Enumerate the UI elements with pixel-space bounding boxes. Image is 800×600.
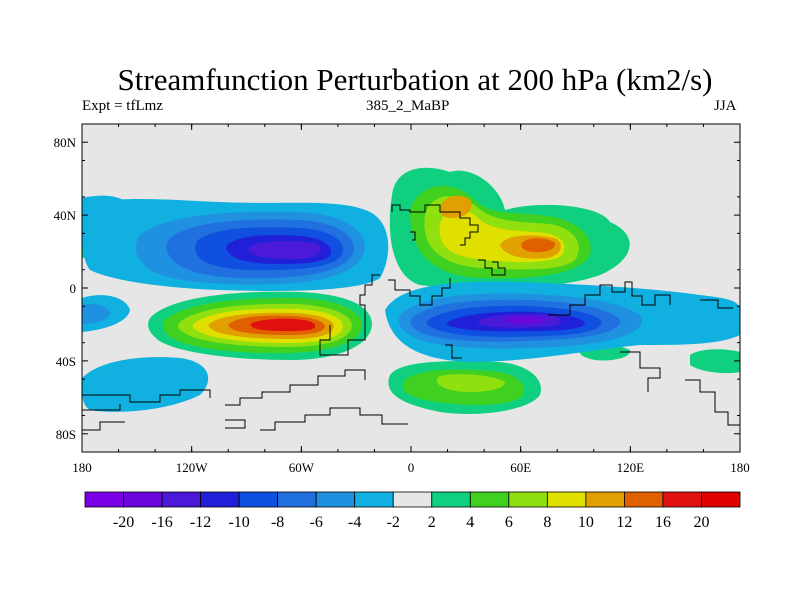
colorbar-label: -20 xyxy=(113,514,134,531)
colorbar-swatch xyxy=(546,491,587,508)
colorbar-swatch xyxy=(277,491,317,508)
x-tick-label: 0 xyxy=(408,460,415,475)
colorbar-label: -6 xyxy=(310,514,323,531)
colorbar-swatch xyxy=(84,491,124,508)
coastlines xyxy=(82,204,740,431)
colorbar-swatch xyxy=(315,491,356,508)
y-axis: 80N 40N 0 40S 80S xyxy=(54,123,740,453)
run-label: 385_2_MaBP xyxy=(366,98,450,114)
colorbar-swatch xyxy=(662,491,702,508)
colorbar-label: 4 xyxy=(466,514,474,531)
colorbar-swatch xyxy=(123,491,163,508)
colorbar-label: 6 xyxy=(505,514,513,531)
x-tick-label: 120E xyxy=(617,460,645,475)
colorbar: -20 -16 -12 -10 -8 -6 -4 -2 2 4 6 8 10 12 16 20 xyxy=(84,491,741,531)
colorbar-label: -12 xyxy=(190,514,211,531)
colorbar-label: 20 xyxy=(693,514,709,531)
colorbar-swatch xyxy=(431,491,471,508)
season-label: JJA xyxy=(714,98,737,114)
colorbar-label: -10 xyxy=(228,514,249,531)
colorbar-label: 2 xyxy=(428,514,436,531)
y-tick-label: 80N xyxy=(54,135,77,150)
colorbar-label: -2 xyxy=(387,514,400,531)
colorbar-label: 8 xyxy=(543,514,551,531)
x-tick-label: 60E xyxy=(510,460,531,475)
y-tick-label: 40N xyxy=(54,208,77,223)
colorbar-label: -16 xyxy=(151,514,172,531)
y-tick-label: 40S xyxy=(56,354,76,369)
colorbar-swatch xyxy=(354,491,394,508)
chart-title: Streamfunction Perturbation at 200 hPa (… xyxy=(117,62,713,97)
x-tick-label: 120W xyxy=(176,460,209,475)
colorbar-swatch xyxy=(624,491,664,508)
colorbar-swatch xyxy=(508,491,548,508)
colorbar-swatch xyxy=(161,491,201,508)
colorbar-label: -8 xyxy=(271,514,284,531)
colorbar-label: -4 xyxy=(348,514,361,531)
y-tick-label: 0 xyxy=(70,281,77,296)
experiment-label: Expt = tfLmz xyxy=(82,98,163,114)
colorbar-swatch xyxy=(238,491,279,508)
x-tick-label: 180 xyxy=(72,460,92,475)
x-axis: 180 120W 60W 0 60E 120E 180 xyxy=(72,124,750,475)
x-tick-label: 60W xyxy=(289,460,315,475)
colorbar-swatch xyxy=(585,491,625,508)
colorbar-label: 12 xyxy=(616,514,632,531)
colorbar-label: 10 xyxy=(578,514,594,531)
colorbar-label: 16 xyxy=(655,514,671,531)
colorbar-swatch xyxy=(469,491,510,508)
y-tick-label: 80S xyxy=(56,427,76,442)
colorbar-swatch xyxy=(701,491,741,508)
colorbar-swatch xyxy=(392,491,433,508)
contour-fill xyxy=(82,167,740,415)
x-tick-label: 180 xyxy=(730,460,750,475)
colorbar-swatch xyxy=(200,491,240,508)
